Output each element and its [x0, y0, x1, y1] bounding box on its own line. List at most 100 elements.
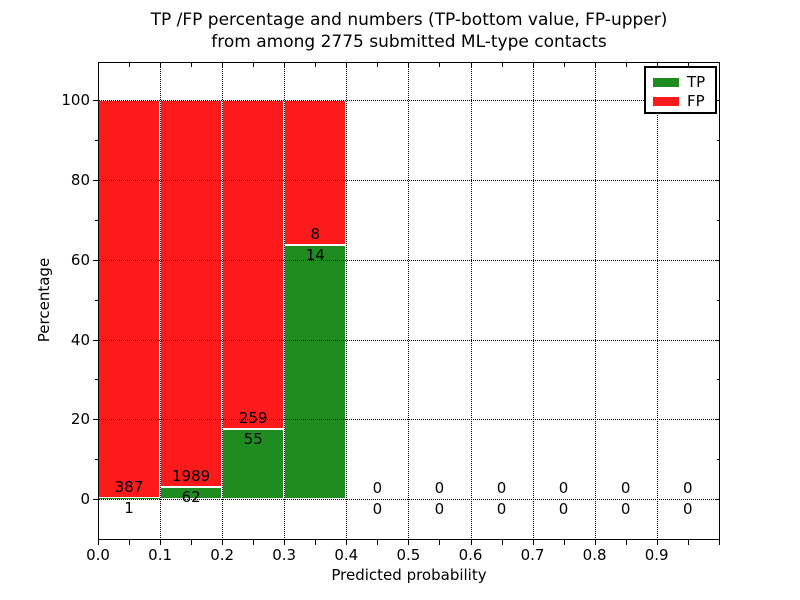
bar-label-tp: 1 — [124, 498, 134, 517]
x-tick-mark — [222, 540, 224, 545]
y-tick-label: 100 — [61, 91, 90, 110]
legend-entry-tp: TP — [653, 73, 715, 92]
chart-title-line2: from among 2775 submitted ML-type contac… — [211, 32, 607, 52]
y-tick-mark-right — [715, 180, 720, 181]
x-tick-mark-top — [315, 62, 317, 67]
x-tick-mark — [160, 540, 162, 545]
bar-segment-tp — [222, 429, 285, 499]
gridline-x — [346, 62, 348, 540]
legend-entry-fp: FP — [653, 92, 715, 111]
tp-color-swatch — [653, 78, 679, 87]
bar-label-tp: 0 — [558, 499, 569, 518]
x-tick-mark-top — [656, 62, 658, 67]
gridline-x — [532, 62, 534, 540]
x-tick-mark-top — [191, 62, 193, 67]
bar-label-tp: 62 — [181, 487, 201, 506]
bar-label-fp: 0 — [372, 478, 383, 497]
bar-label-tp: 14 — [305, 246, 325, 265]
x-tick-mark — [377, 540, 379, 545]
x-tick-mark — [129, 540, 130, 545]
x-tick-label: 0.2 — [210, 546, 235, 564]
x-tick-mark-top — [687, 62, 689, 67]
legend: TP FP — [644, 66, 717, 114]
y-axis-label: Percentage — [35, 257, 53, 343]
bar-label-tp: 55 — [243, 430, 263, 449]
x-tick-label: 0.9 — [644, 546, 669, 564]
legend-label-tp: TP — [687, 73, 706, 91]
x-tick-label: 0.1 — [148, 546, 173, 564]
y-tick-mark — [95, 459, 98, 461]
x-tick-mark — [408, 540, 410, 545]
y-tick-mark-right — [717, 379, 720, 381]
x-tick-mark-top — [377, 62, 379, 67]
gridline-x — [470, 62, 472, 540]
gridline-x — [222, 62, 224, 540]
x-tick-mark-top — [98, 62, 99, 67]
bar-segment-tp — [98, 497, 161, 499]
y-tick-mark-right — [717, 140, 720, 142]
x-tick-mark-top — [718, 62, 720, 67]
gridline-y — [98, 180, 720, 181]
y-tick-mark-right — [715, 100, 720, 102]
x-tick-mark-top — [408, 62, 410, 67]
gridline-y — [98, 100, 720, 102]
gridline-y — [98, 339, 720, 341]
bar-label-fp: 387 — [114, 477, 144, 496]
x-tick-label: 0.4 — [334, 546, 359, 564]
gridline-x — [594, 62, 596, 540]
bar-segment-fp — [98, 100, 161, 498]
bar-label-fp: 0 — [620, 478, 631, 497]
gridline-x — [160, 62, 162, 540]
y-tick-mark — [95, 219, 98, 221]
bar-label-fp: 259 — [238, 409, 268, 428]
bar-label-tp: 0 — [372, 499, 383, 518]
y-tick-label: 20 — [70, 410, 90, 429]
x-tick-mark — [470, 540, 472, 545]
x-tick-mark — [501, 540, 503, 545]
x-tick-mark-top — [563, 62, 565, 67]
y-tick-mark — [93, 419, 98, 421]
x-tick-label: 0.3 — [272, 546, 297, 564]
bar-segment-fp — [160, 100, 223, 487]
bar-segment-fp — [222, 100, 285, 430]
x-tick-mark — [594, 540, 596, 545]
y-tick-mark-right — [715, 259, 720, 261]
chart-title: TP /FP percentage and numbers (TP-bottom… — [98, 9, 720, 53]
y-tick-mark — [93, 259, 98, 261]
y-tick-label: 80 — [70, 171, 90, 189]
y-tick-mark — [93, 180, 98, 181]
y-tick-label: 0 — [80, 489, 90, 508]
x-tick-mark — [439, 540, 441, 545]
bar-segment-tp — [284, 245, 347, 499]
gridline-y — [98, 259, 720, 261]
bar-label-tp: 0 — [682, 499, 693, 518]
x-tick-mark — [346, 540, 348, 545]
x-tick-label: 0.0 — [86, 546, 110, 564]
gridline-x — [408, 62, 410, 540]
x-tick-mark-top — [222, 62, 224, 67]
y-tick-label: 60 — [70, 250, 90, 269]
bar-segment-fp — [284, 100, 347, 246]
bar-label-tp: 0 — [434, 499, 445, 518]
gridline-x — [656, 62, 658, 540]
x-tick-mark — [563, 540, 565, 545]
y-tick-mark — [93, 498, 98, 500]
y-tick-mark-right — [715, 498, 720, 500]
x-tick-label: 0.7 — [520, 546, 545, 564]
x-tick-mark — [98, 540, 99, 545]
bar-label-fp: 0 — [558, 478, 569, 497]
x-tick-mark-top — [346, 62, 348, 67]
x-tick-mark-top — [501, 62, 503, 67]
x-tick-mark-top — [284, 62, 286, 67]
x-tick-mark — [718, 540, 720, 545]
fp-color-swatch — [653, 97, 679, 106]
bar-label-fp: 8 — [310, 225, 320, 244]
x-tick-mark — [284, 540, 286, 545]
x-tick-mark-top — [532, 62, 534, 67]
x-tick-mark-top — [253, 62, 255, 67]
x-tick-mark — [253, 540, 255, 545]
y-tick-mark — [93, 100, 98, 102]
x-tick-mark — [191, 540, 193, 545]
y-tick-label: 40 — [70, 330, 90, 349]
